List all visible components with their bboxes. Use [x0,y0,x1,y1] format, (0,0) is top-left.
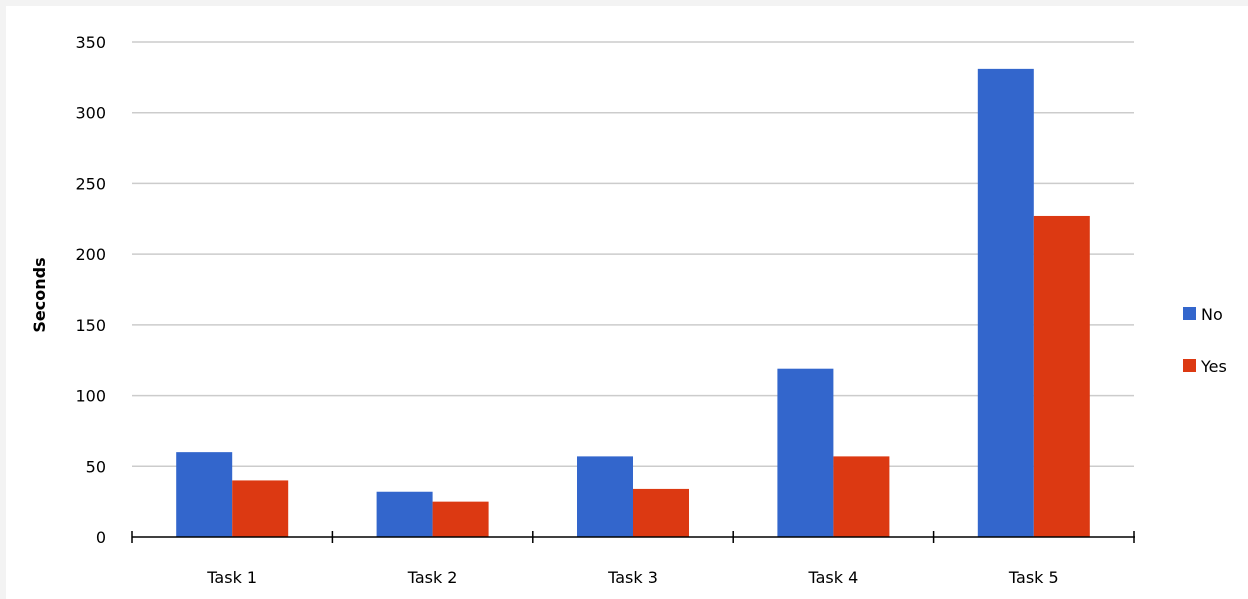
bar-no-1 [176,452,233,537]
bar-yes-2 [432,501,489,537]
y-tick-label: 50 [86,457,106,476]
x-tick-label: Task 5 [1008,568,1059,587]
legend-item-yes: Yes [1183,357,1227,376]
y-tick-labels: 0 50 100 150 200 250 300 350 [75,33,106,547]
x-tick-label: Task 3 [607,568,658,587]
gridlines [132,41,1134,468]
legend-swatch [1183,359,1196,372]
bar-no-2 [376,491,433,537]
y-tick-label: 150 [75,316,106,335]
x-tick-label: Task 4 [808,568,859,587]
bar-yes-5 [1033,215,1090,537]
bars [176,68,1090,537]
y-tick-label: 350 [75,33,106,52]
bar-no-3 [577,456,633,537]
y-tick-label: 300 [75,104,106,123]
legend: No Yes [1183,305,1227,376]
legend-swatch [1183,307,1196,320]
legend-label: No [1201,305,1223,324]
x-tick-label: Task 2 [407,568,458,587]
x-tick-labels: Task 1 Task 2 Task 3 Task 4 Task 5 [206,568,1058,587]
y-tick-label: 200 [75,245,106,264]
bar-no-5 [977,68,1034,537]
legend-label: Yes [1200,357,1227,376]
y-axis-title: Seconds [30,257,49,332]
x-axis [131,531,1135,543]
x-tick-label: Task 1 [206,568,257,587]
bar-no-4 [777,368,834,537]
bar-yes-4 [833,456,890,537]
legend-item-no: No [1183,305,1223,324]
y-tick-label: 100 [75,387,106,406]
y-tick-label: 0 [96,528,106,547]
y-tick-label: 250 [75,174,106,193]
bar-yes-3 [633,488,689,537]
bar-yes-1 [232,480,289,537]
